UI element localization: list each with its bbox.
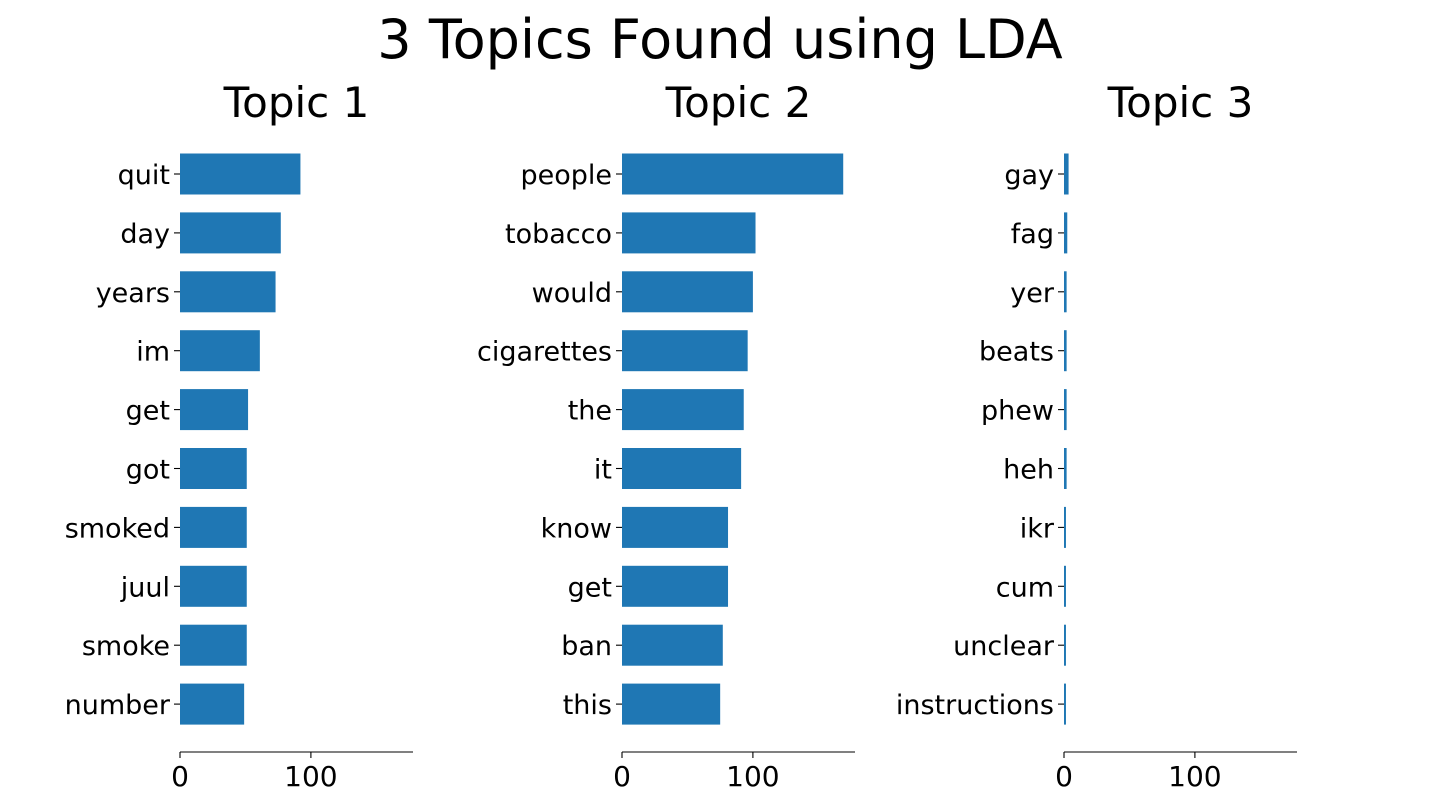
bar	[1064, 153, 1069, 195]
bar	[180, 448, 247, 489]
bar	[622, 212, 756, 254]
category-label: years	[96, 278, 170, 309]
category-label: this	[563, 690, 612, 721]
bar	[1064, 506, 1066, 548]
bar	[180, 624, 247, 666]
category-label: instructions	[896, 690, 1054, 721]
category-label: quit	[118, 160, 170, 191]
x-tick-label: 100	[284, 760, 337, 792]
bar	[622, 683, 721, 725]
x-tick-label: 100	[1168, 760, 1221, 792]
category-label: im	[136, 337, 170, 368]
category-label: smoked	[65, 513, 170, 544]
figure-title: 3 Topics Found using LDA	[377, 8, 1063, 71]
category-label: get	[126, 396, 170, 427]
category-label: juul	[120, 572, 170, 603]
bar	[1064, 212, 1068, 254]
bar	[180, 389, 249, 431]
bar	[180, 330, 260, 372]
bar	[622, 330, 748, 372]
category-label: unclear	[953, 631, 1055, 662]
bar	[180, 271, 276, 313]
subplot-title: Topic 2	[665, 78, 812, 127]
bar	[622, 624, 723, 666]
x-tick-label: 0	[613, 760, 631, 792]
bar	[1064, 448, 1067, 489]
category-label: beats	[979, 337, 1054, 368]
category-label: gay	[1004, 160, 1054, 191]
category-label: number	[65, 690, 171, 721]
category-label: fag	[1011, 219, 1054, 250]
subplot-title: Topic 1	[223, 78, 370, 127]
category-label: heh	[1003, 455, 1054, 486]
category-label: got	[126, 455, 170, 486]
bar	[622, 565, 729, 607]
category-label: tobacco	[505, 219, 612, 250]
category-label: ban	[561, 631, 612, 662]
x-tick-label: 0	[1055, 760, 1073, 792]
bar	[180, 153, 301, 195]
bar	[180, 565, 247, 607]
category-label: day	[120, 219, 170, 250]
category-label: it	[594, 455, 612, 486]
category-label: yer	[1010, 278, 1055, 309]
bar	[622, 153, 844, 195]
category-label: know	[541, 513, 612, 544]
bar	[1064, 565, 1066, 607]
bar	[1064, 330, 1067, 372]
bar	[180, 212, 281, 254]
category-label: ikr	[1020, 513, 1055, 544]
category-label: cum	[996, 572, 1054, 603]
subplot-title: Topic 3	[1107, 78, 1254, 127]
x-tick-label: 100	[726, 760, 779, 792]
bar	[622, 506, 729, 548]
bar	[180, 683, 245, 725]
category-label: the	[568, 396, 612, 427]
bar	[1064, 389, 1067, 431]
bar	[622, 271, 753, 313]
category-label: cigarettes	[477, 337, 612, 368]
bar	[622, 448, 742, 489]
category-label: would	[532, 278, 612, 309]
category-label: get	[568, 572, 612, 603]
x-tick-label: 0	[171, 760, 189, 792]
category-label: phew	[981, 396, 1054, 427]
category-label: smoke	[82, 631, 170, 662]
bar	[1064, 271, 1067, 313]
bar	[622, 389, 744, 431]
bar	[180, 506, 247, 548]
category-label: people	[520, 160, 612, 191]
bar	[1064, 683, 1066, 725]
bar	[1064, 624, 1066, 666]
